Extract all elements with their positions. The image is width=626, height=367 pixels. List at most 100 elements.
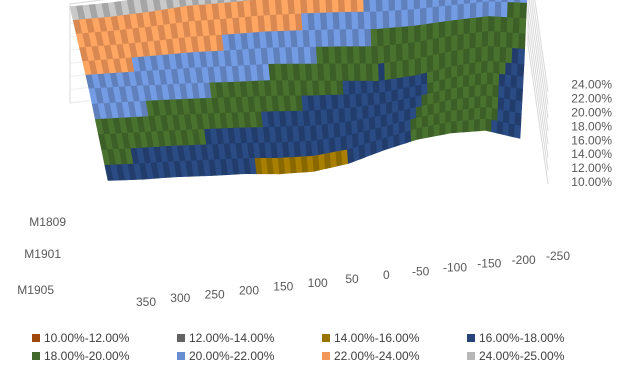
surface-facet (398, 120, 406, 135)
x-tick-label: 250 (205, 287, 225, 301)
surface-facet (359, 63, 368, 82)
surface-facet (370, 28, 379, 47)
surface-facet (475, 16, 483, 34)
surface-facet (482, 1, 490, 18)
surface-plot (69, 0, 528, 181)
surface-facet (414, 73, 422, 87)
surface-facet (409, 85, 417, 99)
surface-facet (363, 0, 371, 13)
surface-facet (451, 98, 458, 112)
surface-facet (421, 115, 429, 128)
surface-facet (451, 65, 458, 79)
surface-facet (358, 29, 366, 48)
surface-facet (517, 48, 526, 66)
legend-item-14-16: 14.00%-16.00% (322, 329, 467, 347)
surface-facet (403, 87, 411, 100)
surface-facet (333, 29, 342, 48)
surface-facet (433, 112, 441, 126)
z-tick-label: 20.00% (571, 106, 612, 120)
surface-facet (515, 100, 523, 115)
x-tick-label: 0 (383, 268, 390, 282)
surface-facet (403, 97, 411, 111)
x-tick-label: -250 (546, 249, 570, 263)
surface-facet (439, 100, 446, 114)
surface-facet (416, 116, 423, 130)
surface-facet (500, 1, 509, 18)
surface-facet (518, 33, 526, 50)
surface-facet (514, 112, 522, 127)
surface-facet (445, 110, 452, 124)
surface-facet (415, 105, 423, 119)
surface-facet (497, 97, 505, 111)
surface-facet (362, 117, 371, 133)
depth-axis-ticks: M1809 M1901 M1905 (17, 215, 66, 297)
surface-facet (398, 109, 406, 124)
surface-facet (462, 108, 470, 122)
surface-facet (500, 16, 508, 33)
surface-facet (486, 83, 494, 98)
surface-facet (438, 5, 446, 23)
side-gridline (527, 18, 549, 158)
surface-facet (396, 77, 404, 90)
surface-facet (445, 20, 452, 38)
surface-facet (319, 0, 327, 14)
surface-facet (395, 43, 404, 62)
surface-facet (365, 63, 374, 82)
surface-facet (433, 91, 441, 105)
surface-facet (300, 0, 309, 15)
surface-facet (510, 75, 518, 89)
surface-facet (356, 106, 364, 121)
surface-facet (414, 41, 422, 60)
surface-facet (369, 11, 378, 30)
surface-facet (492, 72, 500, 87)
surface-facet (379, 102, 388, 117)
surface-facet (392, 111, 400, 125)
surface-facet (439, 122, 446, 136)
surface-facet (474, 84, 482, 98)
surface-facet (505, 62, 513, 76)
surface-facet (407, 0, 415, 11)
surface-facet (420, 72, 428, 86)
surface-facet (509, 87, 518, 101)
legend-swatch (177, 352, 185, 360)
surface-facet (408, 58, 416, 77)
surface-facet (394, 9, 403, 28)
surface-facet (361, 93, 369, 107)
surface-facet (496, 120, 504, 135)
surface-facet (438, 0, 446, 8)
surface-facet (516, 63, 525, 78)
surface-facet (515, 88, 524, 102)
surface-facet (378, 62, 386, 82)
surface-facet (463, 3, 471, 20)
surface-facet (363, 129, 371, 145)
surface-facet (379, 91, 387, 105)
surface-facet (488, 1, 496, 18)
surface-facet (491, 108, 499, 122)
surface-facet (493, 31, 502, 48)
surface-facet (468, 85, 476, 99)
legend-item-12-14: 12.00%-14.00% (177, 329, 322, 347)
surface-facet (370, 140, 378, 156)
surface-facet (349, 93, 357, 109)
legend-row: 10.00%-12.00% 12.00%-14.00% 14.00%-16.00… (32, 329, 612, 347)
surface-facet (401, 9, 409, 28)
surface-facet (426, 38, 434, 57)
surface-facet (468, 108, 476, 121)
surface-facet (354, 80, 362, 95)
surface-facet (401, 26, 409, 45)
surface-facet (506, 32, 514, 49)
surface-facet (426, 23, 434, 41)
surface-facet (368, 104, 376, 119)
surface-facet (402, 76, 410, 89)
surface-facet (402, 42, 410, 62)
surface-facet (504, 86, 512, 100)
legend-label: 12.00%-14.00% (189, 331, 275, 345)
surface-facet (462, 97, 470, 111)
surface-facet (427, 81, 434, 95)
x-tick-label: -150 (477, 257, 501, 271)
surface-facet (375, 0, 384, 13)
surface-facet (389, 27, 397, 46)
surface-facet (395, 26, 403, 45)
surface-facet (407, 25, 416, 44)
surface-facet (421, 83, 429, 96)
